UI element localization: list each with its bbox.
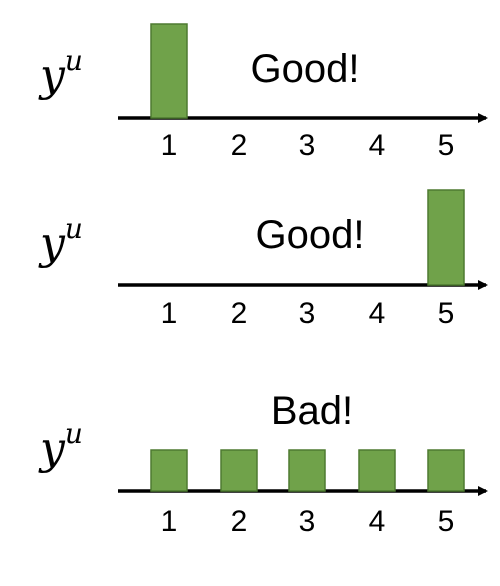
- x-tick-label-5: 5: [438, 129, 455, 162]
- bar-3: [288, 449, 326, 492]
- bar-1: [150, 449, 188, 492]
- verdict-annotation: Good!: [251, 47, 360, 91]
- x-tick-labels: 1 2 3 4 5: [161, 129, 455, 162]
- x-tick-label-4: 4: [369, 297, 386, 330]
- bar-group: [427, 189, 465, 286]
- x-tick-label-1: 1: [161, 505, 178, 538]
- x-tick-label-1: 1: [161, 129, 178, 162]
- x-tick-label-3: 3: [299, 129, 316, 162]
- x-tick-label-2: 2: [231, 505, 248, 538]
- bar-2: [220, 449, 258, 492]
- bar-5: [427, 449, 465, 492]
- y-axis-label: yu: [38, 44, 83, 101]
- verdict-annotation: Good!: [256, 213, 365, 257]
- x-tick-labels: 1 2 3 4 5: [161, 297, 455, 330]
- chart-panel-1: yu Good! 1 2 3 4 5: [38, 23, 488, 162]
- bar-5: [427, 189, 465, 286]
- bar-group: [150, 449, 465, 492]
- bar-group: [150, 23, 188, 119]
- x-tick-label-3: 3: [299, 505, 316, 538]
- x-tick-label-4: 4: [369, 505, 386, 538]
- bar-4: [358, 449, 396, 492]
- x-tick-label-4: 4: [369, 129, 386, 162]
- x-tick-label-2: 2: [231, 129, 248, 162]
- x-tick-label-3: 3: [299, 297, 316, 330]
- chart-panel-3: yu Bad! 1 2 3 4 5: [38, 389, 488, 538]
- x-tick-labels: 1 2 3 4 5: [161, 505, 455, 538]
- x-tick-label-5: 5: [438, 505, 455, 538]
- chart-panel-2: yu Good! 1 2 3 4 5: [38, 189, 488, 330]
- bar-1: [150, 23, 188, 119]
- verdict-annotation: Bad!: [271, 389, 353, 433]
- x-tick-label-5: 5: [438, 297, 455, 330]
- x-tick-label-1: 1: [161, 297, 178, 330]
- y-axis-label: yu: [38, 417, 83, 474]
- x-tick-label-2: 2: [231, 297, 248, 330]
- y-axis-label: yu: [38, 212, 83, 269]
